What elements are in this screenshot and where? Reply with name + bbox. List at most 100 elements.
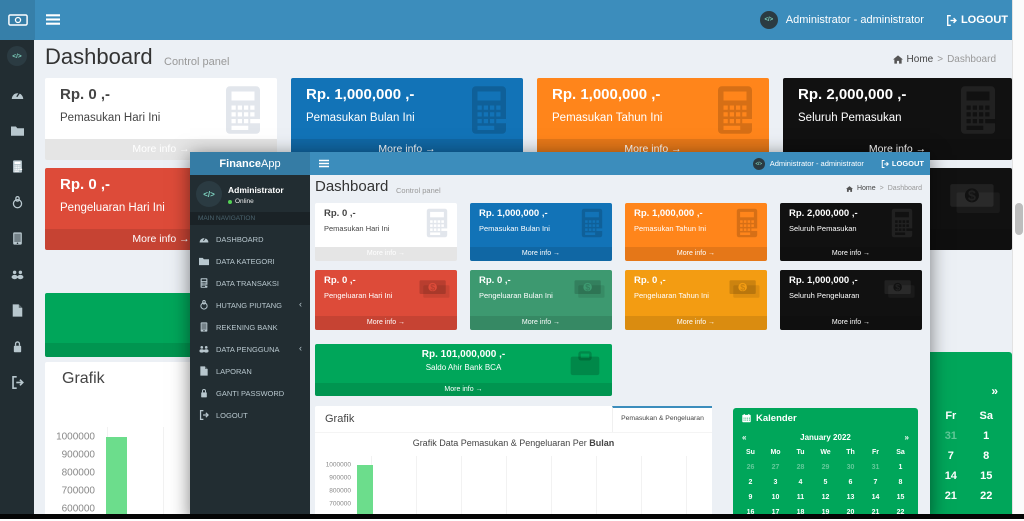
calendar-date[interactable]: 1 [983, 430, 990, 442]
calendar-date[interactable]: 15 [980, 470, 993, 482]
calculator-icon [11, 160, 24, 173]
calendar-date[interactable]: 31 [871, 464, 880, 471]
money-bill-icon [950, 182, 1000, 215]
sidebar-item-hutang-piutang[interactable]: HUTANG PIUTANG ‹ [190, 294, 310, 316]
avatar[interactable]: </> [7, 46, 27, 66]
calendar-date[interactable]: 10 [771, 494, 780, 501]
sidebar-icon-ganti-password[interactable] [0, 340, 34, 353]
calendar-date[interactable]: 26 [746, 464, 755, 471]
calendar-date[interactable]: 8 [898, 479, 903, 486]
calendar-date[interactable]: 12 [821, 494, 830, 501]
sidebar-item-data-kategori[interactable]: DATA KATEGORI [190, 250, 310, 272]
breadcrumb-current: Dashboard [947, 54, 996, 65]
sidebar-icon-data-transaksi[interactable] [0, 160, 34, 173]
sidebar-icon-dashboard[interactable] [0, 88, 34, 101]
more-info-link[interactable]: More info → [625, 316, 767, 330]
calendar-date[interactable]: 29 [821, 464, 830, 471]
logout-button[interactable]: LOGOUT [946, 14, 1008, 26]
more-info-link[interactable]: More info → [315, 316, 457, 330]
sidebar-icon-hutang-piutang[interactable] [0, 196, 34, 209]
calendar-date[interactable]: 2 [748, 479, 753, 486]
calendar-date[interactable]: 14 [944, 470, 957, 482]
more-info-link[interactable]: More info → [470, 247, 612, 261]
calendar-date[interactable]: 4 [798, 479, 803, 486]
calendar-date[interactable]: 6 [848, 479, 853, 486]
sidebar-icon-rekening-bank[interactable] [0, 232, 34, 245]
y-tick: 800000 [329, 487, 351, 495]
screen-bottom-border [0, 514, 1024, 519]
page-title: Dashboard [45, 44, 153, 69]
user-menu[interactable]: Administrator - administrator [785, 14, 924, 26]
scrollbar-thumb[interactable] [1015, 203, 1023, 235]
calendar-week: 2 3 4 5 6 7 8 [733, 479, 918, 486]
calendar-date[interactable]: 21 [871, 509, 880, 516]
calendar-prev-button[interactable]: « [742, 433, 747, 442]
brand-logo[interactable] [0, 0, 35, 40]
calendar-date[interactable]: 30 [846, 464, 855, 471]
calendar-date[interactable]: 16 [746, 509, 755, 516]
breadcrumb-home[interactable]: Home [906, 54, 934, 65]
hamburger-icon[interactable] [46, 13, 60, 26]
calendar-date[interactable]: 21 [944, 490, 957, 502]
hamburger-icon[interactable] [319, 159, 329, 168]
calendar-date[interactable]: 15 [896, 494, 905, 501]
calendar-date[interactable]: 1 [898, 464, 903, 471]
scrollbar[interactable] [1012, 0, 1024, 521]
calendar-date[interactable]: 11 [796, 494, 805, 501]
navbar: </> Administrator - administrator LOGOUT [0, 0, 1024, 40]
calendar-date[interactable]: 8 [983, 450, 990, 462]
more-info-link[interactable]: More info → [780, 247, 922, 261]
brand-logo[interactable]: Finance App [190, 152, 310, 175]
calendar-date[interactable]: 17 [771, 509, 780, 516]
tab-pemasukan-pengeluaran[interactable]: Pemasukan & Pengeluaran [612, 406, 712, 432]
money-icon [8, 14, 28, 26]
sidebar-icon-logout[interactable] [0, 376, 34, 389]
calendar-next-button[interactable]: » [991, 384, 998, 398]
user-menu[interactable]: Administrator - administrator [769, 159, 864, 168]
saldo-box: Rp. 101,000,000 ,- Saldo Ahir Bank BCA M… [315, 344, 612, 396]
calendar-date[interactable]: 22 [896, 509, 905, 516]
calendar-date[interactable]: 3 [773, 479, 778, 486]
more-info-link[interactable]: More info → [315, 383, 612, 396]
y-tick: 800000 [61, 467, 95, 479]
more-info-link[interactable]: More info → [315, 247, 457, 261]
y-tick: 700000 [329, 500, 351, 508]
sidebar-item-ganti-password[interactable]: GANTI PASSWORD [190, 382, 310, 404]
navbar: </> Administrator - administrator LOGOUT [310, 152, 930, 175]
calendar-date[interactable]: 9 [748, 494, 753, 501]
calendar-next-button[interactable]: » [904, 433, 909, 442]
sidebar-item-laporan[interactable]: LAPORAN [190, 360, 310, 382]
info-box-pengeluaran-hari: Rp. 0 ,- Pengeluaran Hari Ini More info … [315, 270, 457, 330]
calendar-date[interactable]: 28 [796, 464, 805, 471]
calendar-date[interactable]: 19 [821, 509, 830, 516]
sidebar-item-rekening-bank[interactable]: REKENING BANK [190, 316, 310, 338]
calendar-date[interactable]: 20 [846, 509, 855, 516]
sidebar-item-data-transaksi[interactable]: DATA TRANSAKSI [190, 272, 310, 294]
more-info-link[interactable]: More info → [625, 247, 767, 261]
more-info-link[interactable]: More info → [470, 316, 612, 330]
sidebar-icon-data-pengguna[interactable] [0, 268, 34, 281]
calendar-date[interactable]: 7 [873, 479, 878, 486]
sidebar-item-data-pengguna[interactable]: DATA PENGGUNA ‹ [190, 338, 310, 360]
logout-button[interactable]: LOGOUT [881, 159, 924, 168]
avatar[interactable]: </> [752, 157, 765, 170]
calendar-date[interactable]: 27 [771, 464, 780, 471]
sidebar-item-dashboard[interactable]: DASHBOARD [190, 228, 310, 250]
calendar-date[interactable]: 14 [871, 494, 880, 501]
sidebar-icon-data-kategori[interactable] [0, 124, 34, 137]
avatar[interactable]: </> [759, 11, 778, 29]
calendar-date[interactable]: 18 [796, 509, 805, 516]
info-box-pengeluaran-bulan: Rp. 0 ,- Pengeluaran Bulan Ini More info… [470, 270, 612, 330]
calendar-date[interactable]: 13 [846, 494, 855, 501]
more-info-link[interactable]: More info → [780, 316, 922, 330]
calendar-date[interactable]: 31 [944, 430, 957, 442]
info-box-pemasukan-tahun: Rp. 1,000,000 ,- Pemasukan Tahun Ini Mor… [625, 203, 767, 261]
sidebar-icon-laporan[interactable] [0, 304, 34, 317]
breadcrumb-home[interactable]: Home [856, 185, 876, 192]
calendar-date[interactable]: 22 [980, 490, 993, 502]
calendar-date[interactable]: 7 [947, 450, 954, 462]
sidebar-item-logout[interactable]: LOGOUT [190, 404, 310, 426]
calendar-date[interactable]: 5 [823, 479, 828, 486]
